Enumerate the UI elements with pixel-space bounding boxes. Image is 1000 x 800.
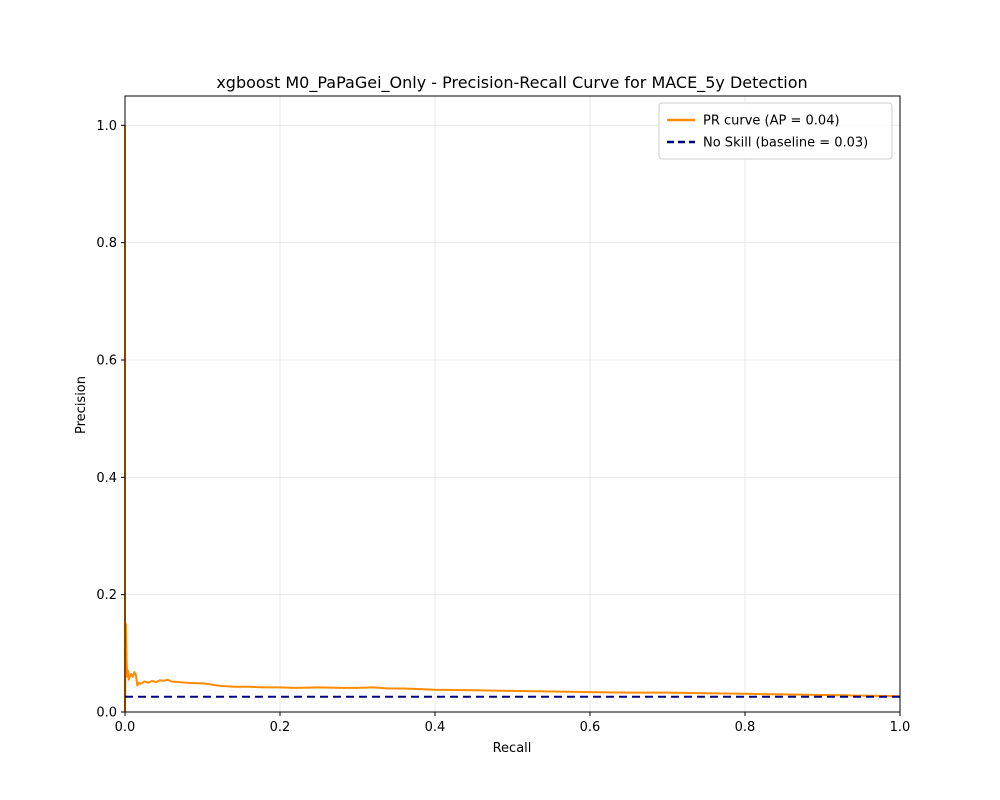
legend-label-1: No Skill (baseline = 0.03): [703, 136, 868, 151]
series-line-0: [124, 125, 901, 713]
x-tick-label: 1.0: [890, 720, 911, 735]
legend: PR curve (AP = 0.04) No Skill (baseline =…: [658, 102, 893, 160]
x-tick-label: 0.4: [425, 720, 446, 735]
y-tick-label: 1.0: [96, 119, 117, 134]
axis-ticks: 0.0 0.2 0.4 0.6 0.8 1.0 0.0 0.2 0.4 0.6 0.8 1.0: [96, 119, 910, 735]
grid-lines: [124, 96, 901, 713]
plot-frame: [124, 95, 901, 713]
y-axis-label: Precision: [74, 376, 89, 434]
chart-title: xgboost M0_PaPaGei_Only - Precision-Reca…: [216, 73, 807, 93]
x-tick-label: 0.8: [735, 720, 756, 735]
x-tick-label: 0.6: [580, 720, 601, 735]
y-tick-label: 0.4: [96, 471, 117, 486]
y-tick-label: 0.6: [96, 354, 117, 369]
y-tick-label: 0.8: [96, 236, 117, 251]
legend-label-0: PR curve (AP = 0.04): [703, 114, 840, 129]
x-axis-label: Recall: [493, 741, 532, 756]
series-layer: [124, 125, 901, 713]
y-tick-label: 0.2: [96, 588, 117, 603]
x-tick-label: 0.0: [115, 720, 136, 735]
x-tick-label: 0.2: [270, 720, 291, 735]
legend-box: [658, 102, 893, 160]
y-tick-label: 0.0: [96, 706, 117, 721]
